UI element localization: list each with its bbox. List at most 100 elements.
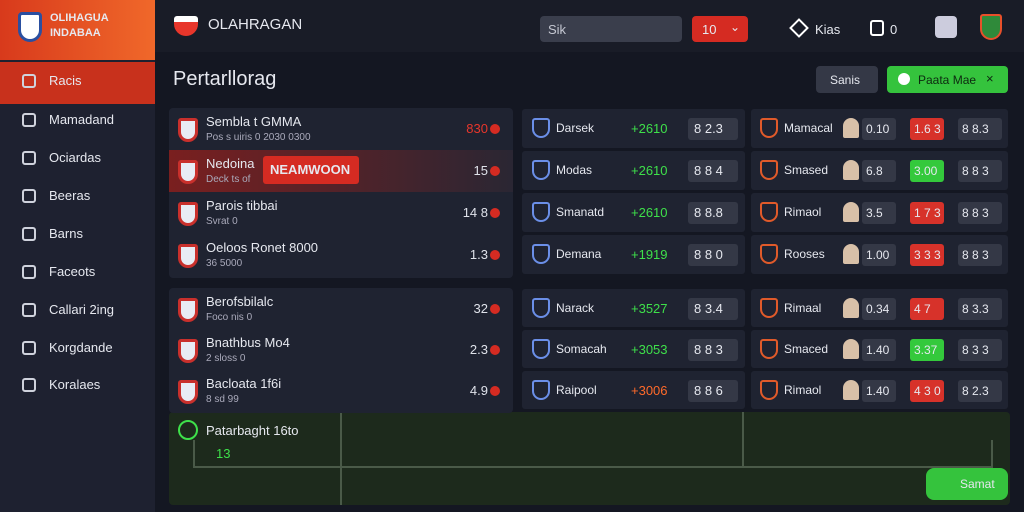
menu-icon xyxy=(22,189,36,203)
odds-box[interactable] xyxy=(958,118,1002,140)
odds-text: 8 8 3 xyxy=(962,206,989,220)
odds-box[interactable] xyxy=(688,202,738,224)
odds-box[interactable] xyxy=(958,339,1002,361)
odds-box[interactable] xyxy=(862,298,896,320)
odds-text: 8 2.3 xyxy=(962,384,989,398)
odds-box[interactable] xyxy=(910,339,944,361)
odds-text: 8 8.3 xyxy=(962,122,989,136)
team-crest xyxy=(178,380,198,404)
odds-box[interactable] xyxy=(862,118,896,140)
match-sub: 2 sloss 0 xyxy=(206,353,246,364)
notification-icon[interactable] xyxy=(870,20,884,36)
team-crest xyxy=(178,160,198,184)
odds-box[interactable] xyxy=(688,339,738,361)
menu-item[interactable]: Ociardas xyxy=(49,150,102,165)
match-sub: Svrat 0 xyxy=(206,216,238,227)
team-name: Narack xyxy=(556,301,595,315)
menu-active[interactable] xyxy=(0,62,155,104)
team-name: Somacah xyxy=(556,342,607,356)
menu-item[interactable]: Faceots xyxy=(49,264,96,279)
odds-box[interactable] xyxy=(688,380,738,402)
dropdown-text: 10 xyxy=(702,22,717,37)
icon[interactable] xyxy=(935,16,957,38)
team-change: +3527 xyxy=(631,301,668,316)
odds-box[interactable] xyxy=(958,380,1002,402)
field-value: 13 xyxy=(216,446,231,461)
odds-box[interactable] xyxy=(862,160,896,182)
match-name: Parois tibbai xyxy=(206,198,278,213)
logo-text: INDABAA xyxy=(50,27,101,39)
team-icon xyxy=(532,339,550,359)
odds-box[interactable] xyxy=(862,202,896,224)
odds-box[interactable] xyxy=(910,380,944,402)
match-name: Bnathbus Mo4 xyxy=(206,335,290,350)
menu-item[interactable]: Korgdande xyxy=(49,340,113,355)
odds-box[interactable] xyxy=(862,380,896,402)
team-name: Darsek xyxy=(556,121,595,135)
team-icon xyxy=(532,160,550,180)
team-change: +2610 xyxy=(631,163,668,178)
match-sub: Deck ts of xyxy=(206,174,251,185)
team-change: +3053 xyxy=(631,342,668,357)
odds-text: 8 3.4 xyxy=(694,301,723,316)
odds-box[interactable] xyxy=(910,202,944,224)
team-change: +3006 xyxy=(631,383,668,398)
team-icon xyxy=(532,298,550,318)
odds-box[interactable] xyxy=(688,298,738,320)
team-icon xyxy=(532,202,550,222)
odds-text: 0.10 xyxy=(866,122,890,136)
menu-icon xyxy=(22,74,36,88)
odds-box[interactable] xyxy=(688,118,738,140)
odds-text: 8 8 3 xyxy=(962,248,989,262)
market-name: Smaced xyxy=(784,342,829,356)
team-name: Smanatd xyxy=(556,205,605,219)
close-icon[interactable]: × xyxy=(986,71,994,86)
menu-icon xyxy=(22,378,36,392)
odds-box[interactable] xyxy=(958,244,1002,266)
team-crest xyxy=(178,244,198,268)
odds-text: 1.6 3 xyxy=(914,122,941,136)
menu-item[interactable]: Racis xyxy=(49,73,82,88)
menu-item[interactable]: Barns xyxy=(49,226,83,241)
odds-box[interactable] xyxy=(862,244,896,266)
search-box[interactable] xyxy=(540,16,682,42)
odds-box[interactable] xyxy=(910,244,944,266)
team-change: +2610 xyxy=(631,121,668,136)
badge xyxy=(263,156,359,184)
odds-box[interactable] xyxy=(910,160,944,182)
odds-box[interactable] xyxy=(958,160,1002,182)
menu-item[interactable]: Koralaes xyxy=(49,377,101,392)
odds-box[interactable] xyxy=(958,202,1002,224)
market-icon xyxy=(760,339,778,359)
odds-box[interactable] xyxy=(910,298,944,320)
odds-text: 3 3 3 xyxy=(914,248,941,262)
market-icon xyxy=(760,160,778,180)
odds-box[interactable] xyxy=(862,339,896,361)
market-name: Smased xyxy=(784,163,829,177)
odds-box[interactable] xyxy=(910,118,944,140)
player-avatar xyxy=(843,339,859,359)
status-dot xyxy=(490,208,500,218)
market-icon xyxy=(760,380,778,400)
user-name: Kias xyxy=(815,22,841,37)
dropdown[interactable] xyxy=(692,16,748,42)
match-score: 14 8 xyxy=(462,205,488,220)
odds-text: 1.40 xyxy=(866,384,890,398)
match-score: 830 xyxy=(466,121,488,136)
odds-text: 3.00 xyxy=(914,164,938,178)
button-text: Sanis xyxy=(830,73,861,87)
page-title: Pertarllorag xyxy=(173,68,277,90)
player-avatar xyxy=(843,380,859,400)
odds-box[interactable] xyxy=(688,160,738,182)
button[interactable] xyxy=(926,468,1008,500)
odds-box[interactable] xyxy=(688,244,738,266)
avatar[interactable] xyxy=(980,14,1002,40)
menu-item[interactable]: Callari 2ing xyxy=(49,302,115,317)
menu-item[interactable]: Beeras xyxy=(49,188,91,203)
field-line xyxy=(742,412,744,468)
menu-item[interactable]: Mamadand xyxy=(49,112,115,127)
odds-box[interactable] xyxy=(958,298,1002,320)
player-avatar xyxy=(843,244,859,264)
button[interactable] xyxy=(816,66,878,93)
team-name: Raipool xyxy=(556,383,597,397)
